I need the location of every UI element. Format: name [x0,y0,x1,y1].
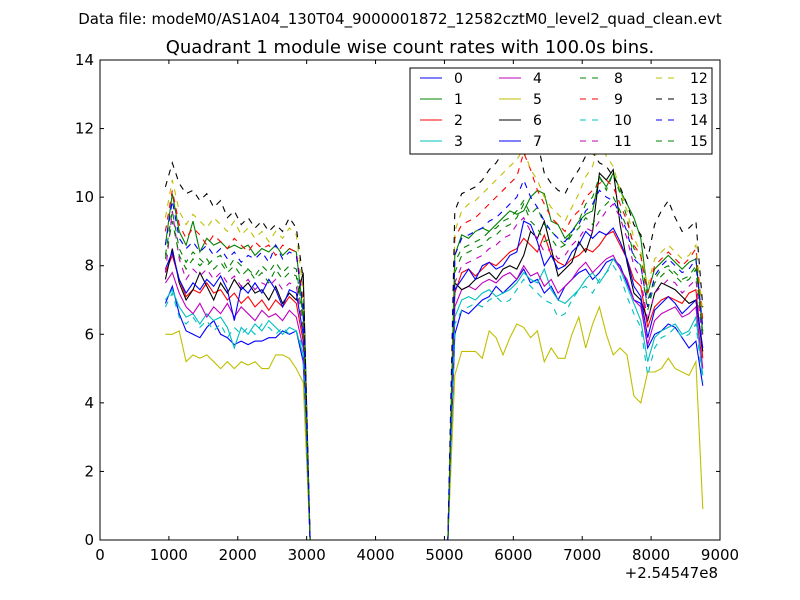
series-line-11 [164,203,704,541]
file-name-suptitle: Data file: modeM0/AS1A04_130T04_90000018… [78,10,722,29]
y-tick-label: 8 [84,257,94,275]
legend-label-0: 0 [454,71,463,87]
legend-label-13: 13 [690,92,708,108]
legend-label-14: 14 [690,113,708,129]
x-tick-label: 2000 [219,546,257,564]
legend-box [409,67,713,155]
x-tick-label: 0 [95,546,105,564]
series-line-12 [164,140,704,541]
legend-label-15: 15 [690,134,708,150]
legend-label-3: 3 [454,134,463,150]
y-tick-label: 0 [84,531,94,549]
x-tick-label: 9000 [701,546,739,564]
legend-label-2: 2 [454,113,463,129]
legend-label-1: 1 [454,92,463,108]
legend-label-10: 10 [614,113,632,129]
legend-label-6: 6 [533,113,542,129]
y-tick-label: 14 [75,51,94,69]
x-tick-label: 8000 [632,546,670,564]
legend-label-7: 7 [533,134,542,150]
y-tick-label: 4 [84,394,94,412]
y-tick-label: 2 [84,462,94,480]
legend-label-12: 12 [690,71,708,87]
x-tick-label: 3000 [288,546,326,564]
legend-label-11: 11 [614,134,632,150]
legend-label-8: 8 [614,71,623,87]
plot-frame [99,59,721,541]
y-tick-label: 10 [75,188,94,206]
x-tick-label: 1000 [150,546,188,564]
legend-label-9: 9 [614,92,623,108]
series-line-15 [164,196,704,541]
axis-ticks: 0 1000 2000 3000 4000 5000 6000 7000 8000 9000 0 2 4… [75,51,739,564]
x-tick-label: 7000 [563,546,601,564]
y-tick-label: 6 [84,325,94,343]
x-offset-label: +2.54547e8 [625,564,718,582]
legend-label-4: 4 [533,71,542,87]
y-tick-label: 12 [75,120,94,138]
x-tick-label: 4000 [356,546,394,564]
x-tick-label: 5000 [425,546,463,564]
chart-title: Quadrant 1 module wise count rates with … [166,37,655,58]
legend-label-5: 5 [533,92,542,108]
x-tick-label: 6000 [494,546,532,564]
